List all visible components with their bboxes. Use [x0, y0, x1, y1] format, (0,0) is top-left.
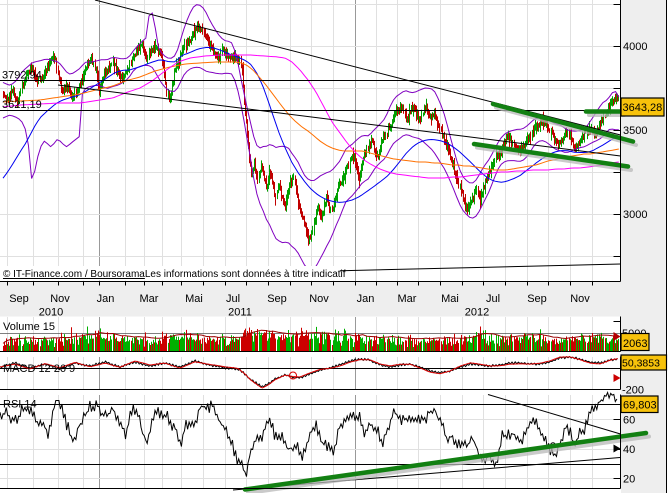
svg-text:Sep: Sep: [267, 293, 287, 305]
svg-text:Mar: Mar: [140, 293, 159, 305]
svg-text:3643,28: 3643,28: [623, 102, 663, 114]
svg-text:MACD 12 26 9: MACD 12 26 9: [3, 363, 75, 375]
svg-text:60: 60: [623, 415, 635, 427]
svg-text:4000: 4000: [623, 41, 647, 53]
svg-text:3500: 3500: [623, 125, 647, 137]
svg-text:3621,19: 3621,19: [2, 99, 42, 111]
svg-text:69,803: 69,803: [623, 400, 657, 412]
svg-text:Jan: Jan: [357, 293, 375, 305]
svg-text:20: 20: [623, 474, 635, 486]
svg-text:Jan: Jan: [97, 293, 115, 305]
svg-text:Nov: Nov: [50, 293, 70, 305]
svg-text:2063: 2063: [623, 338, 647, 350]
svg-text:Jul: Jul: [486, 293, 500, 305]
svg-text:2011: 2011: [228, 307, 252, 319]
svg-text:2010: 2010: [39, 307, 63, 319]
svg-text:40: 40: [623, 444, 635, 456]
svg-text:3000: 3000: [623, 209, 647, 221]
svg-text:Jul: Jul: [226, 293, 240, 305]
svg-text:RSI 14: RSI 14: [3, 399, 37, 411]
svg-text:Mai: Mai: [185, 293, 203, 305]
svg-text:© IT-Finance.com / BoursoramaL: © IT-Finance.com / BoursoramaLes informa…: [3, 269, 346, 280]
svg-text:50,3853: 50,3853: [622, 358, 660, 370]
svg-text:Nov: Nov: [309, 293, 329, 305]
svg-text:3792,94: 3792,94: [2, 70, 42, 82]
svg-text:Sep: Sep: [527, 293, 547, 305]
svg-text:2012: 2012: [465, 307, 489, 319]
svg-text:Sep: Sep: [9, 293, 29, 305]
svg-text:Mar: Mar: [398, 293, 417, 305]
svg-text:Nov: Nov: [570, 293, 590, 305]
svg-text:Volume 15: Volume 15: [3, 321, 55, 333]
svg-text:Mai: Mai: [441, 293, 459, 305]
svg-text:-200: -200: [622, 385, 644, 397]
